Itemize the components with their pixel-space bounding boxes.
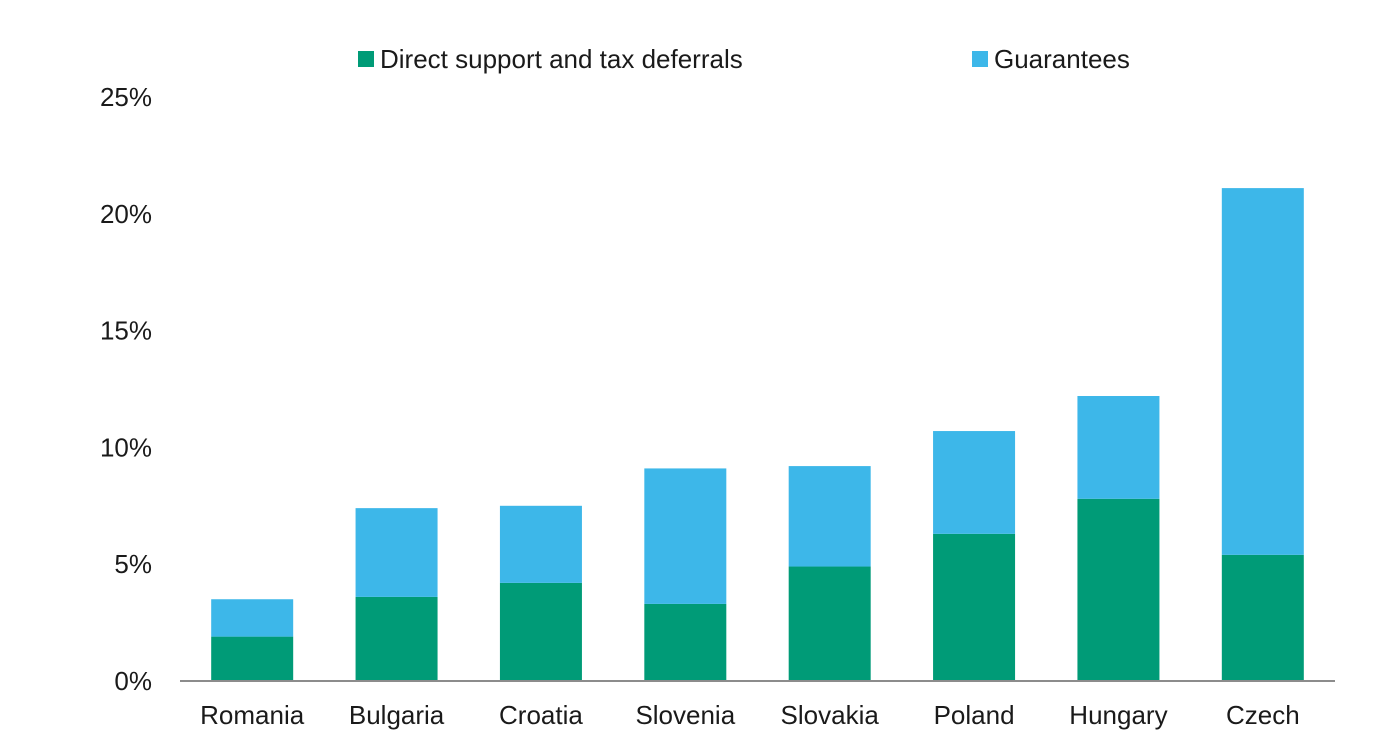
bar-croatia-series-2 <box>499 505 582 583</box>
bar-bulgaria-series-2 <box>355 508 438 597</box>
y-tick-label: 15% <box>100 316 152 346</box>
bar-hungary-series-1 <box>1077 498 1160 681</box>
bar-poland-series-1 <box>933 533 1016 681</box>
bar-czech-series-1 <box>1221 554 1304 681</box>
bar-romania-series-2 <box>211 599 294 637</box>
y-tick-label: 25% <box>100 82 152 112</box>
bar-czech-series-2 <box>1221 188 1304 555</box>
bar-slovenia-series-1 <box>644 603 727 681</box>
x-tick-label: Slovakia <box>781 700 880 730</box>
legend-swatch <box>358 51 374 67</box>
x-axis: Romania Bulgaria Croatia Slovenia Slovakia Po… <box>180 680 1335 730</box>
legend-label: Guarantees <box>994 44 1130 74</box>
bars <box>211 188 1304 681</box>
bar-croatia-series-1 <box>499 582 582 681</box>
bar-hungary-series-2 <box>1077 396 1160 499</box>
y-axis: 0% 5% 10% 15% 20% 25% <box>100 82 152 696</box>
legend-label: Direct support and tax deferrals <box>380 44 743 74</box>
x-tick-label: Poland <box>934 700 1015 730</box>
y-tick-label: 10% <box>100 432 152 462</box>
bar-poland-series-2 <box>933 431 1016 534</box>
bar-bulgaria-series-1 <box>355 596 438 681</box>
legend: Direct support and tax deferrals Guarante… <box>358 44 1130 74</box>
bar-slovenia-series-2 <box>644 468 727 604</box>
x-tick-label: Czech <box>1226 700 1300 730</box>
y-tick-label: 5% <box>114 549 152 579</box>
x-tick-label: Croatia <box>499 700 583 730</box>
x-tick-label: Hungary <box>1069 700 1167 730</box>
bar-slovakia-series-2 <box>788 466 871 567</box>
x-tick-label: Romania <box>200 700 305 730</box>
x-tick-label: Bulgaria <box>349 700 445 730</box>
bar-romania-series-1 <box>211 636 294 681</box>
y-tick-label: 0% <box>114 666 152 696</box>
x-tick-label: Slovenia <box>635 700 735 730</box>
legend-swatch <box>972 51 988 67</box>
y-tick-label: 20% <box>100 199 152 229</box>
bar-slovakia-series-1 <box>788 566 871 681</box>
